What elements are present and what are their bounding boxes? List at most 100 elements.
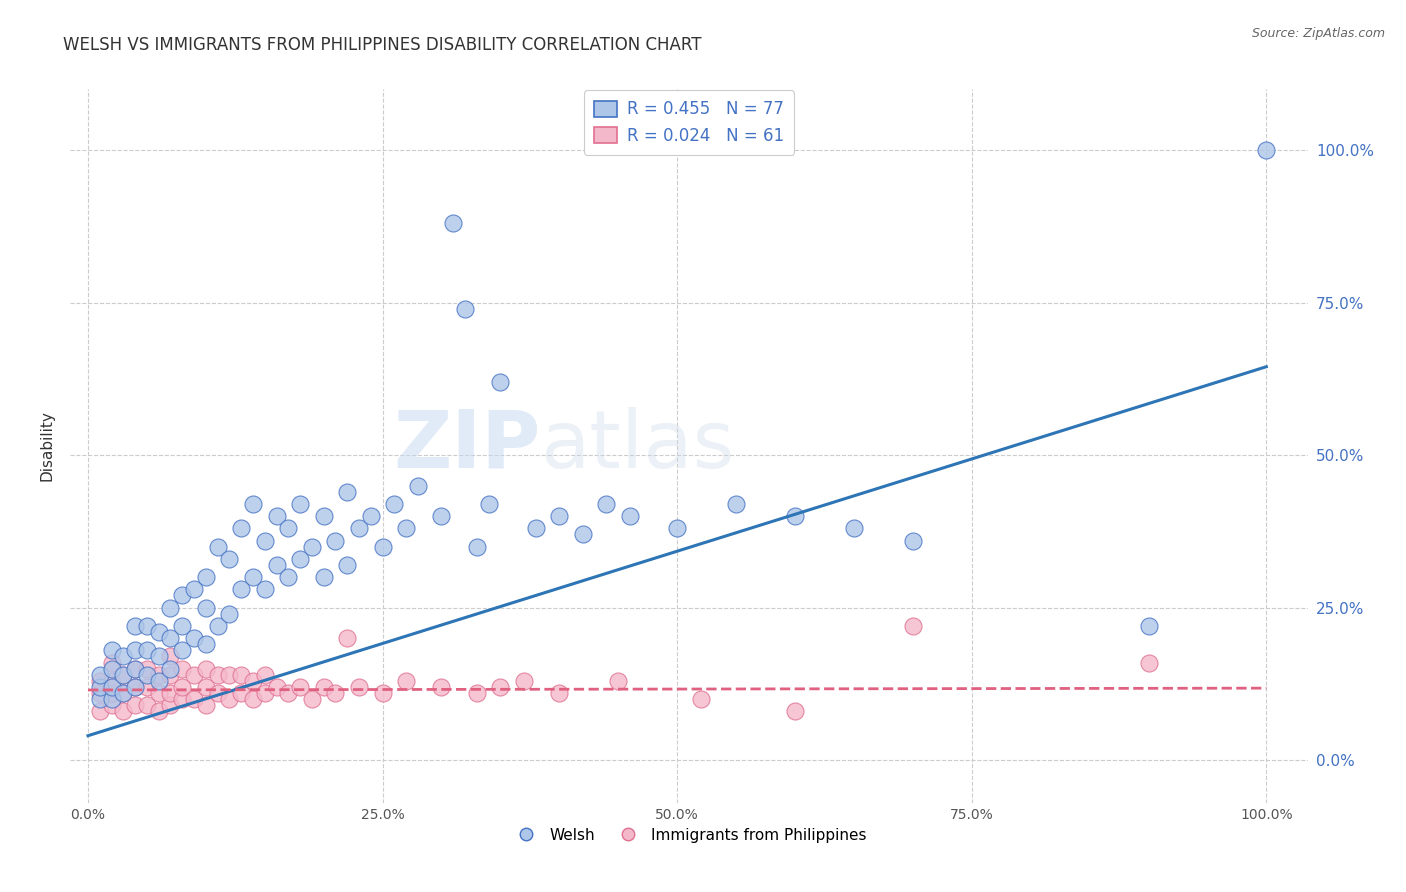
- Point: [194, 662, 217, 676]
- Point: [347, 680, 370, 694]
- Point: [112, 667, 135, 681]
- Point: [194, 680, 217, 694]
- Point: [148, 673, 170, 688]
- Point: [159, 662, 181, 676]
- Point: [253, 667, 276, 681]
- Point: [207, 619, 229, 633]
- Point: [689, 692, 711, 706]
- Point: [218, 607, 240, 621]
- Point: [135, 698, 157, 713]
- Point: [194, 698, 217, 713]
- Text: ZIP: ZIP: [394, 407, 540, 485]
- Point: [1256, 143, 1278, 157]
- Point: [159, 631, 181, 645]
- Point: [159, 667, 181, 681]
- Point: [253, 582, 276, 597]
- Point: [783, 509, 806, 524]
- Point: [148, 625, 170, 640]
- Point: [371, 686, 394, 700]
- Point: [172, 619, 194, 633]
- Point: [441, 216, 464, 230]
- Point: [100, 643, 122, 657]
- Point: [172, 589, 194, 603]
- Point: [89, 692, 111, 706]
- Point: [135, 643, 157, 657]
- Point: [135, 680, 157, 694]
- Point: [207, 667, 229, 681]
- Point: [159, 600, 181, 615]
- Point: [253, 686, 276, 700]
- Point: [277, 570, 299, 584]
- Point: [725, 497, 748, 511]
- Point: [607, 673, 630, 688]
- Point: [336, 558, 359, 572]
- Point: [172, 692, 194, 706]
- Point: [159, 686, 181, 700]
- Point: [242, 497, 264, 511]
- Point: [783, 704, 806, 718]
- Point: [325, 533, 347, 548]
- Point: [430, 509, 453, 524]
- Point: [100, 680, 122, 694]
- Point: [395, 521, 418, 535]
- Y-axis label: Disability: Disability: [39, 410, 55, 482]
- Point: [312, 509, 335, 524]
- Point: [1137, 619, 1160, 633]
- Point: [301, 540, 323, 554]
- Point: [524, 521, 547, 535]
- Point: [253, 533, 276, 548]
- Point: [183, 692, 205, 706]
- Point: [489, 375, 512, 389]
- Point: [478, 497, 501, 511]
- Point: [124, 680, 146, 694]
- Point: [231, 667, 253, 681]
- Point: [159, 698, 181, 713]
- Point: [112, 704, 135, 718]
- Point: [666, 521, 689, 535]
- Point: [406, 478, 429, 492]
- Point: [100, 662, 122, 676]
- Point: [124, 662, 146, 676]
- Point: [124, 662, 146, 676]
- Point: [159, 649, 181, 664]
- Point: [112, 686, 135, 700]
- Point: [172, 662, 194, 676]
- Point: [194, 637, 217, 651]
- Point: [548, 686, 571, 700]
- Point: [100, 692, 122, 706]
- Point: [124, 619, 146, 633]
- Point: [89, 667, 111, 681]
- Point: [288, 680, 311, 694]
- Point: [430, 680, 453, 694]
- Point: [112, 649, 135, 664]
- Point: [347, 521, 370, 535]
- Point: [218, 551, 240, 566]
- Point: [595, 497, 617, 511]
- Point: [242, 570, 264, 584]
- Point: [218, 692, 240, 706]
- Point: [382, 497, 405, 511]
- Point: [148, 649, 170, 664]
- Point: [135, 662, 157, 676]
- Point: [231, 521, 253, 535]
- Point: [194, 570, 217, 584]
- Point: [207, 540, 229, 554]
- Point: [548, 509, 571, 524]
- Point: [207, 686, 229, 700]
- Point: [148, 704, 170, 718]
- Point: [336, 484, 359, 499]
- Point: [100, 698, 122, 713]
- Point: [395, 673, 418, 688]
- Text: Source: ZipAtlas.com: Source: ZipAtlas.com: [1251, 27, 1385, 40]
- Point: [1137, 656, 1160, 670]
- Text: WELSH VS IMMIGRANTS FROM PHILIPPINES DISABILITY CORRELATION CHART: WELSH VS IMMIGRANTS FROM PHILIPPINES DIS…: [63, 36, 702, 54]
- Point: [124, 698, 146, 713]
- Point: [148, 686, 170, 700]
- Point: [89, 704, 111, 718]
- Point: [266, 680, 288, 694]
- Point: [266, 509, 288, 524]
- Point: [112, 686, 135, 700]
- Point: [266, 558, 288, 572]
- Point: [100, 686, 122, 700]
- Point: [277, 686, 299, 700]
